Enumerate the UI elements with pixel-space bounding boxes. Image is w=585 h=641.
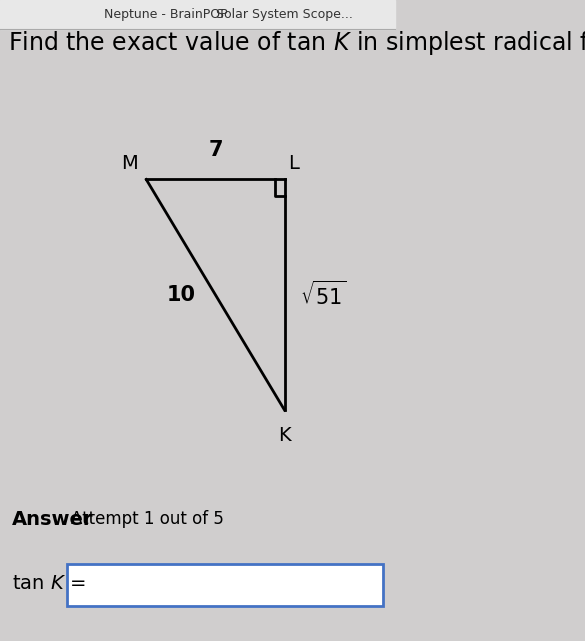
Text: 7: 7 [208,140,223,160]
Text: Attempt 1 out of 5: Attempt 1 out of 5 [71,510,224,528]
Text: 10: 10 [167,285,196,305]
Text: Solar System Scope...: Solar System Scope... [216,8,353,21]
Text: M: M [122,154,139,173]
Text: $\sqrt{51}$: $\sqrt{51}$ [301,281,347,309]
Text: tan $K$ =: tan $K$ = [12,574,85,593]
Text: Find the exact value of tan $K$ in simplest radical form.: Find the exact value of tan $K$ in simpl… [8,29,585,57]
Text: L: L [288,154,300,173]
FancyBboxPatch shape [67,564,383,606]
Text: Answer: Answer [12,510,94,529]
Text: Neptune - BrainPOP: Neptune - BrainPOP [104,8,228,21]
Bar [0,0,395,29]
Text: K: K [278,426,291,445]
